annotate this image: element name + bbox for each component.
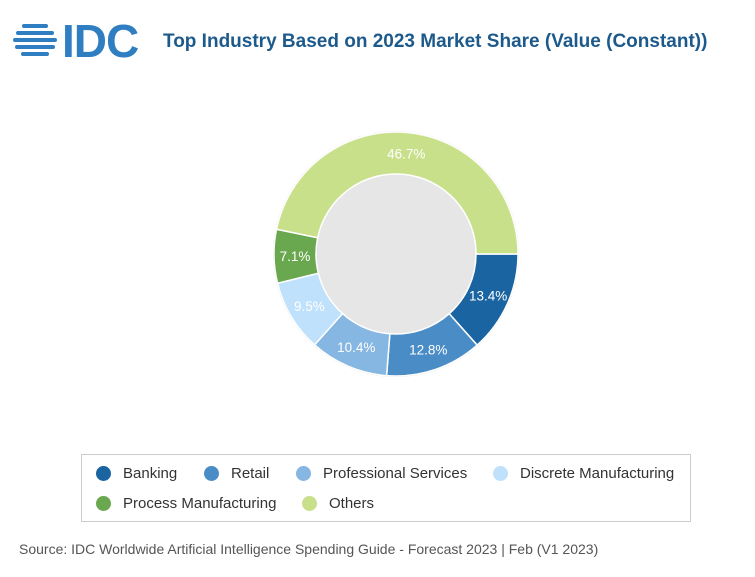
legend-label: Retail bbox=[231, 465, 270, 482]
legend-swatch bbox=[96, 466, 111, 481]
legend-label: Banking bbox=[123, 465, 178, 482]
legend-item-banking[interactable]: Banking bbox=[96, 465, 177, 482]
globe-icon bbox=[13, 24, 57, 56]
legend-label: Others bbox=[329, 495, 375, 512]
legend-label: Discrete Manufacturing bbox=[520, 465, 675, 482]
legend-label: Professional Services bbox=[323, 465, 468, 482]
logo-text: IDC bbox=[62, 15, 139, 67]
legend-label: Process Manufacturing bbox=[123, 495, 277, 512]
legend-swatch bbox=[204, 466, 219, 481]
data-label: 13.4% bbox=[469, 288, 507, 303]
legend-item-process-manufacturing[interactable]: Process Manufacturing bbox=[96, 495, 276, 512]
idc-logo: IDC bbox=[12, 15, 139, 67]
slice-others[interactable] bbox=[275, 131, 519, 255]
legend-swatch bbox=[493, 466, 508, 481]
legend: Banking Retail Professional Services Dis… bbox=[81, 454, 691, 522]
legend-item-others[interactable]: Others bbox=[302, 495, 374, 512]
data-label: 7.1% bbox=[280, 249, 311, 264]
data-label: 10.4% bbox=[337, 340, 375, 355]
legend-item-retail[interactable]: Retail bbox=[204, 465, 269, 482]
legend-swatch bbox=[296, 466, 311, 481]
data-label: 46.7% bbox=[387, 147, 425, 162]
source-note: Source: IDC Worldwide Artificial Intelli… bbox=[19, 541, 599, 557]
legend-swatch bbox=[96, 496, 111, 511]
legend-item-professional-services[interactable]: Professional Services bbox=[296, 465, 467, 482]
data-label: 9.5% bbox=[294, 299, 325, 314]
donut-chart: 13.4% 12.8% 10.4% 9.5% 7.1% 46.7% bbox=[273, 131, 519, 377]
legend-item-discrete-manufacturing[interactable]: Discrete Manufacturing bbox=[493, 465, 674, 482]
data-label: 12.8% bbox=[409, 343, 447, 358]
legend-swatch bbox=[302, 496, 317, 511]
page-title: Top Industry Based on 2023 Market Share … bbox=[163, 31, 708, 52]
